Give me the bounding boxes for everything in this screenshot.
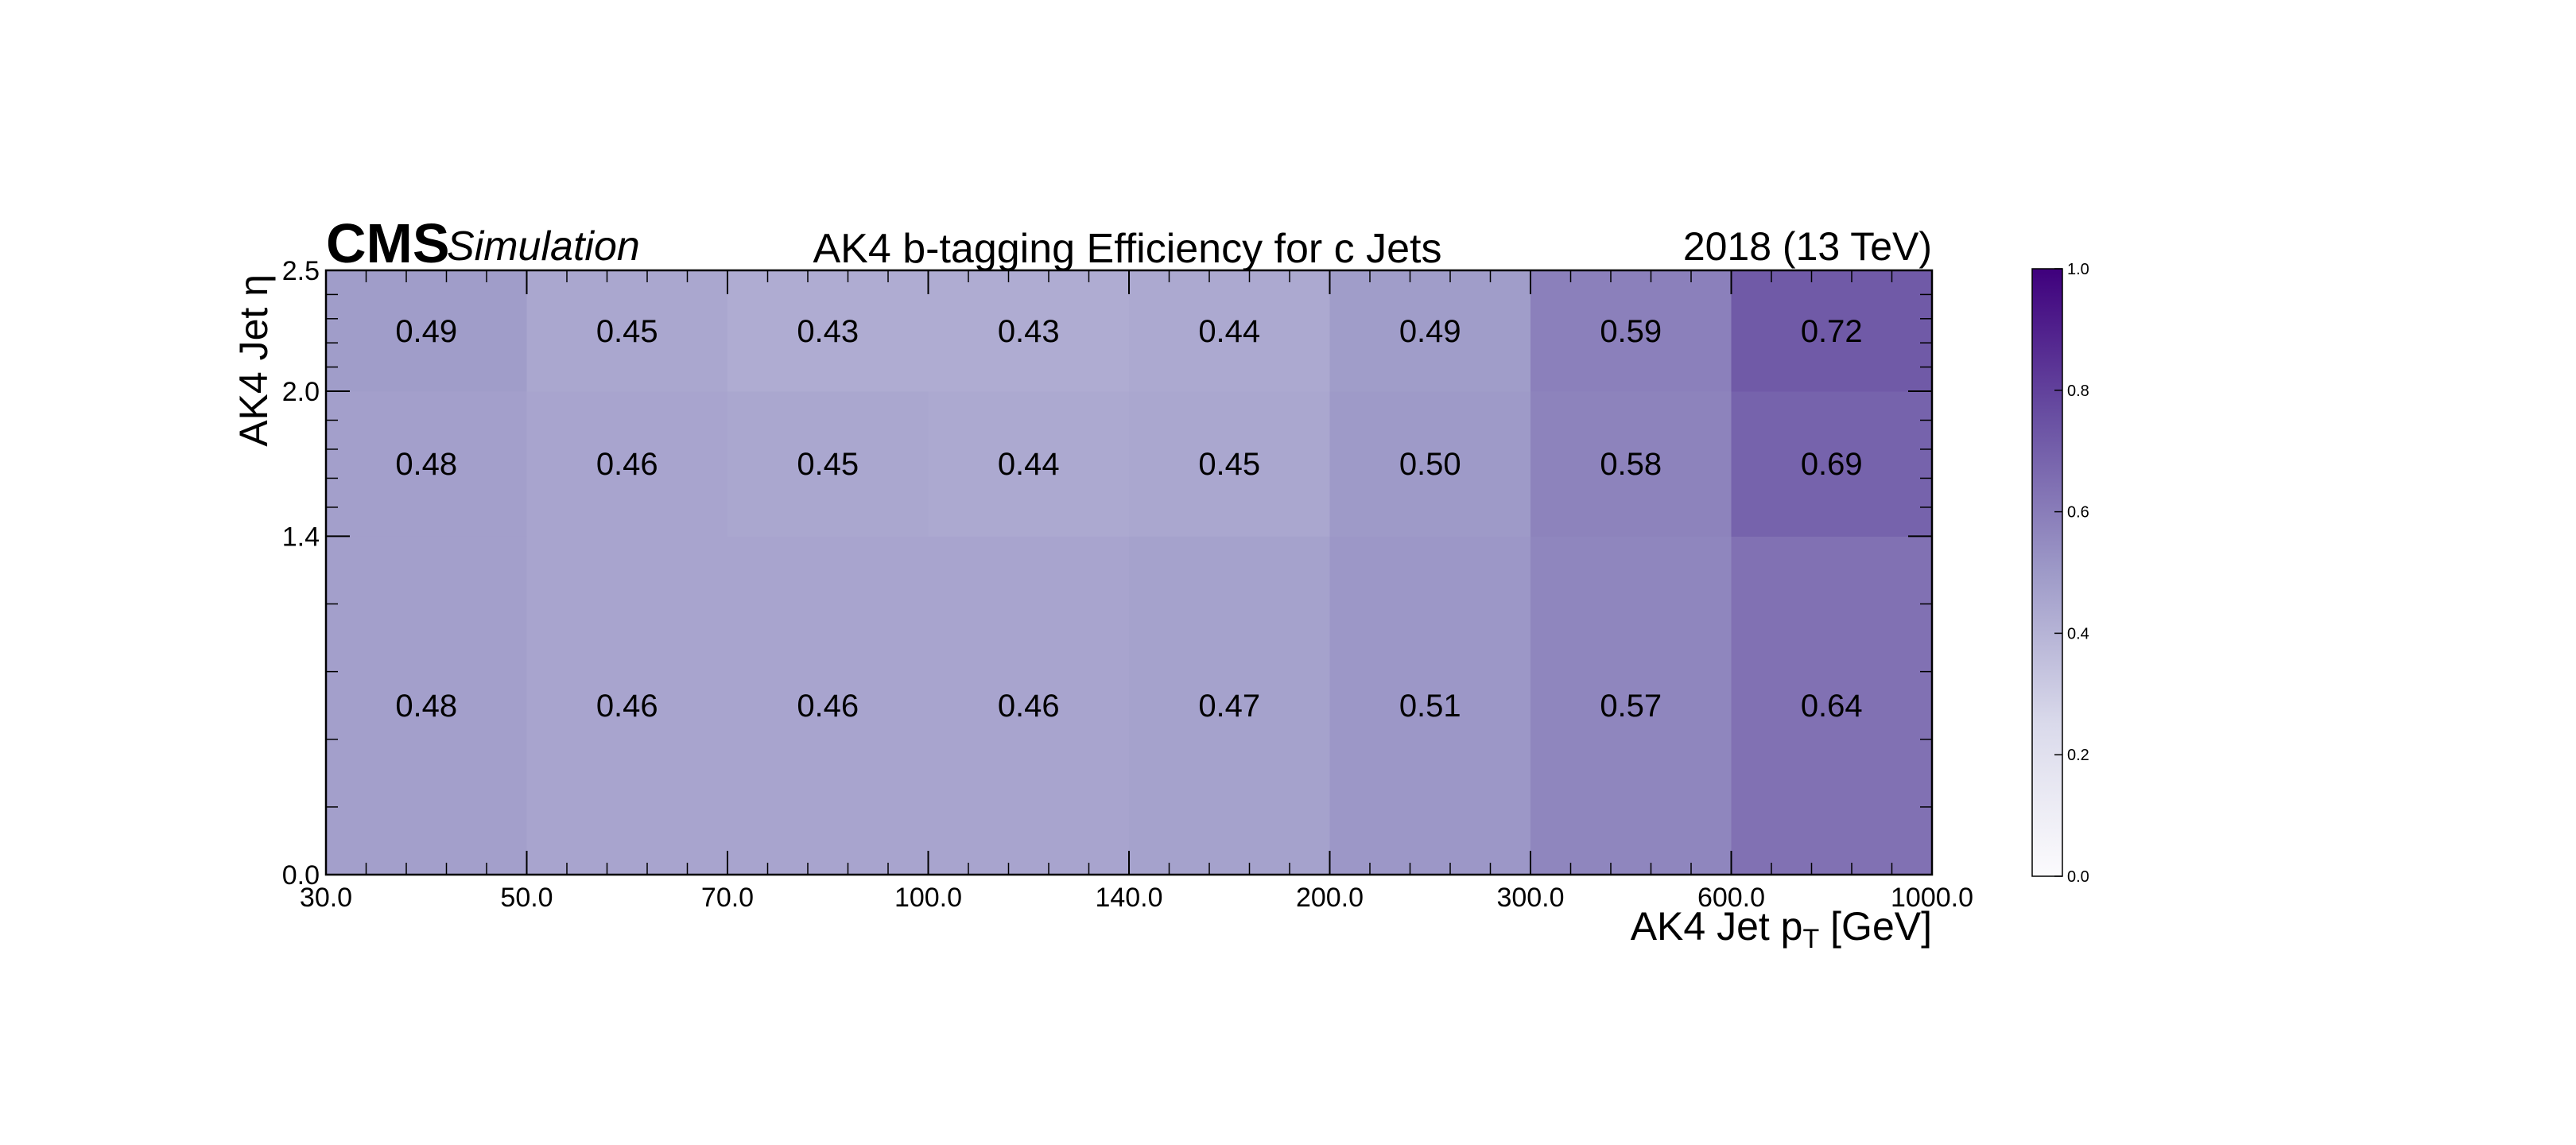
x-axis-title-main: AK4 Jet p bbox=[1631, 904, 1803, 949]
x-tick-label: 50.0 bbox=[500, 883, 553, 913]
heatmap-cell bbox=[727, 391, 929, 537]
heatmap-cell bbox=[526, 536, 728, 875]
cell-value-label: 0.44 bbox=[998, 447, 1060, 482]
heatmap-cell bbox=[1129, 391, 1330, 537]
heatmap-cell bbox=[1129, 536, 1330, 875]
heatmap-cell bbox=[928, 391, 1130, 537]
cell-value-label: 0.64 bbox=[1801, 689, 1863, 724]
x-axis-title-unit: [GeV] bbox=[1819, 904, 1932, 949]
cell-value-label: 0.45 bbox=[1198, 447, 1260, 482]
cell-value-label: 0.50 bbox=[1399, 447, 1461, 482]
heatmap-cell bbox=[1329, 536, 1531, 875]
cell-value-label: 0.51 bbox=[1399, 689, 1461, 724]
x-axis-title-subscript: T bbox=[1802, 924, 1819, 954]
y-tick-label: 2.0 bbox=[282, 377, 320, 407]
heatmap-cell bbox=[326, 270, 527, 392]
heatmap-cell bbox=[1530, 391, 1732, 537]
colorbar-ticks: 0.0 0.2 0.4 0.6 0.8 1.0 bbox=[2054, 261, 2089, 886]
heatmap-cell bbox=[1129, 270, 1330, 392]
heatmap-cell bbox=[526, 391, 728, 537]
x-tick-label: 300.0 bbox=[1496, 883, 1564, 913]
x-tick-label: 600.0 bbox=[1697, 883, 1765, 913]
colorbar-tick-label: 1.0 bbox=[2067, 261, 2089, 278]
y-tick-label: 0.0 bbox=[282, 860, 320, 891]
cell-value-label: 0.69 bbox=[1801, 447, 1863, 482]
heatmap-cell bbox=[727, 270, 929, 392]
heatmap-cell bbox=[928, 536, 1130, 875]
colorbar bbox=[2031, 268, 2063, 877]
cell-value-label: 0.46 bbox=[998, 689, 1060, 724]
chart-title: AK4 b-tagging Efficiency for c Jets bbox=[813, 226, 1442, 272]
heatmap-cell bbox=[1731, 391, 1933, 537]
x-tick-labels: 30.0 50.0 70.0 100.0 140.0 200.0 300.0 600.0 100… bbox=[300, 883, 1973, 913]
cell-value-label: 0.46 bbox=[596, 447, 658, 482]
cell-value-label: 0.58 bbox=[1600, 447, 1662, 482]
cell-value-label: 0.46 bbox=[797, 689, 859, 724]
x-tick-label: 200.0 bbox=[1296, 883, 1364, 913]
cell-value-label: 0.49 bbox=[395, 314, 457, 349]
cell-value-label: 0.43 bbox=[998, 314, 1060, 349]
heatmap-cell bbox=[1329, 270, 1531, 392]
y-tick-label: 1.4 bbox=[282, 522, 320, 552]
cell-value-label: 0.47 bbox=[1198, 689, 1260, 724]
cell-value-label: 0.57 bbox=[1600, 689, 1662, 724]
x-tick-label: 140.0 bbox=[1095, 883, 1162, 913]
colorbar-tick-label: 0.4 bbox=[2067, 625, 2089, 642]
heatmap-cell bbox=[1731, 270, 1933, 392]
colorbar-tick-label: 0.8 bbox=[2067, 382, 2089, 400]
y-tick-labels: 0.0 1.4 2.0 2.5 bbox=[282, 256, 320, 891]
y-axis-title: AK4 Jet η bbox=[231, 274, 276, 447]
lumi-label: 2018 (13 TeV) bbox=[1683, 224, 1932, 269]
heatmap-cell-labels: 0.48 0.46 0.46 0.46 0.47 0.51 0.57 0.64 0.48 0.46… bbox=[395, 314, 1862, 724]
cell-value-label: 0.43 bbox=[797, 314, 859, 349]
colorbar-tick-label: 0.2 bbox=[2067, 747, 2089, 764]
x-axis-title: AK4 Jet pT [GeV] bbox=[1631, 904, 1932, 954]
cell-value-label: 0.48 bbox=[395, 689, 457, 724]
heatmap-cell bbox=[326, 391, 527, 537]
cell-value-label: 0.59 bbox=[1600, 314, 1662, 349]
heatmap-cells bbox=[326, 270, 1933, 875]
y-tick-label: 2.5 bbox=[282, 256, 320, 286]
heatmap-cell bbox=[928, 270, 1130, 392]
heatmap-cell bbox=[326, 536, 527, 875]
cell-value-label: 0.49 bbox=[1399, 314, 1461, 349]
x-tick-label: 1000.0 bbox=[1891, 883, 1973, 913]
heatmap-cell bbox=[1329, 391, 1531, 537]
colorbar-tick-label: 0.6 bbox=[2067, 504, 2089, 522]
x-tick-label: 30.0 bbox=[300, 883, 352, 913]
axis-ticks bbox=[325, 270, 1933, 875]
experiment-label: CMS bbox=[326, 212, 450, 274]
cell-value-label: 0.48 bbox=[395, 447, 457, 482]
cell-value-label: 0.46 bbox=[596, 689, 658, 724]
heatmap-cell bbox=[526, 270, 728, 392]
heatmap-cell bbox=[1530, 536, 1732, 875]
cell-value-label: 0.44 bbox=[1198, 314, 1260, 349]
cell-value-label: 0.72 bbox=[1801, 314, 1863, 349]
x-tick-label: 70.0 bbox=[701, 883, 754, 913]
heatmap-cell bbox=[1530, 270, 1732, 392]
cell-value-label: 0.45 bbox=[596, 314, 658, 349]
x-tick-label: 100.0 bbox=[894, 883, 962, 913]
colorbar-tick-label: 0.0 bbox=[2067, 868, 2089, 886]
experiment-sublabel: Simulation bbox=[447, 223, 640, 270]
cell-value-label: 0.45 bbox=[797, 447, 859, 482]
heatmap-cell bbox=[1731, 536, 1933, 875]
heatmap-cell bbox=[727, 536, 929, 875]
